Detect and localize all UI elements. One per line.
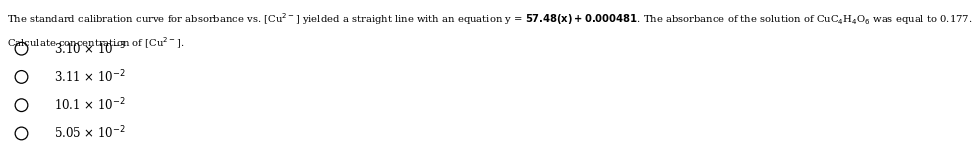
Text: Calculate concentration of [Cu$^{2-}$].: Calculate concentration of [Cu$^{2-}$]. — [7, 36, 184, 51]
Text: The standard calibration curve for absorbance vs. [Cu$^{2-}$] yielded a straight: The standard calibration curve for absor… — [7, 11, 972, 27]
Text: 5.05 $\times$ 10$^{-2}$: 5.05 $\times$ 10$^{-2}$ — [54, 125, 126, 142]
Text: 10.1 $\times$ 10$^{-2}$: 10.1 $\times$ 10$^{-2}$ — [54, 97, 126, 114]
Text: 3.10 $\times$ 10$^{-3}$: 3.10 $\times$ 10$^{-3}$ — [54, 40, 126, 57]
Text: 3.11 $\times$ 10$^{-2}$: 3.11 $\times$ 10$^{-2}$ — [54, 69, 126, 85]
